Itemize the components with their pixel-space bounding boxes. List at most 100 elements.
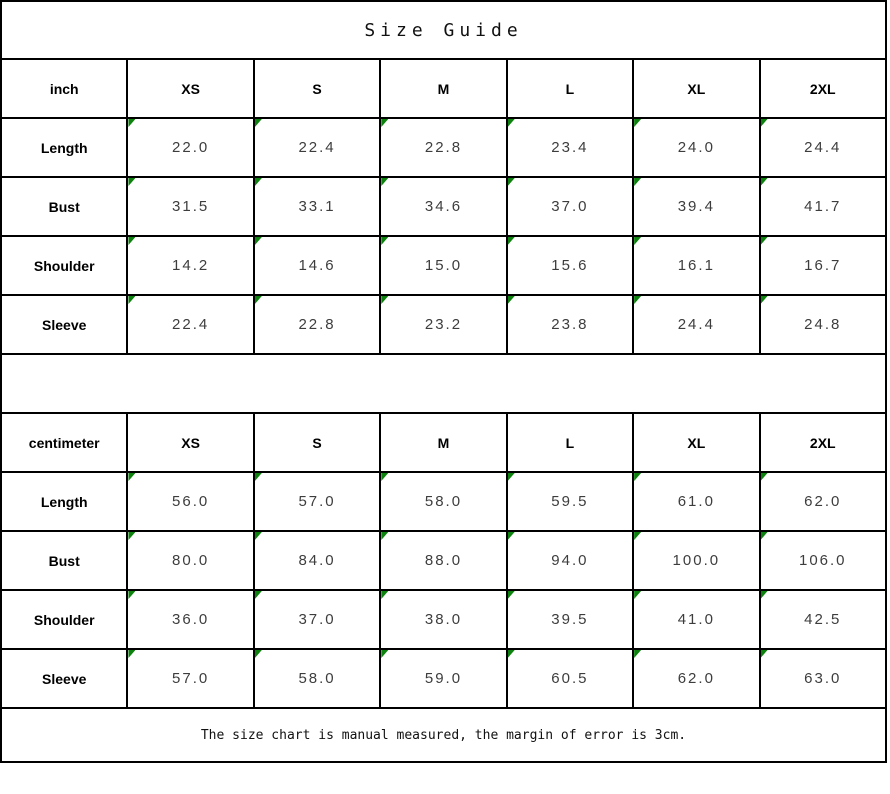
page-title: Size Guide <box>0 0 887 60</box>
size-header-m: M <box>379 412 508 473</box>
measurement-cell-text: 84.0 <box>298 552 336 569</box>
unit-label-inch: inch <box>0 58 129 119</box>
unit-label-centimeter: centimeter <box>0 412 129 473</box>
footer-note-text: The size chart is manual measured, the m… <box>200 727 687 743</box>
measurement-cell: 59.0 <box>379 648 508 709</box>
measurement-cell: 39.4 <box>632 176 761 237</box>
cell-corner-marker-icon <box>761 297 768 304</box>
row-label-sleeve-text: Sleeve <box>42 670 87 687</box>
measurement-cell-text: 106.0 <box>798 552 847 569</box>
measurement-cell: 34.6 <box>379 176 508 237</box>
measurement-cell: 22.0 <box>126 117 255 178</box>
table-spacer <box>0 353 887 414</box>
measurement-cell-text: 15.0 <box>424 257 463 274</box>
measurement-cell: 24.4 <box>758 117 888 178</box>
row-label-bust-text: Bust <box>48 198 80 215</box>
footer-row: The size chart is manual measured, the m… <box>0 707 887 763</box>
measurement-cell-text: 22.0 <box>172 139 210 156</box>
cell-corner-marker-icon <box>761 474 768 481</box>
measurement-cell: 24.0 <box>632 117 761 178</box>
table-row: Shoulder 14.2 14.6 15.0 15.6 16.1 16.7 <box>0 235 888 296</box>
cell-corner-marker-icon <box>382 474 389 481</box>
measurement-cell: 24.8 <box>758 294 888 355</box>
spacer-row <box>0 353 887 414</box>
table-row: Bust 80.0 84.0 88.0 94.0 100.0 106.0 <box>0 530 888 591</box>
row-label-sleeve-text: Sleeve <box>42 316 87 333</box>
measurement-cell: 100.0 <box>632 530 761 591</box>
measurement-cell: 14.2 <box>126 235 255 296</box>
row-label-shoulder: Shoulder <box>0 589 129 650</box>
size-header-s: S <box>252 58 382 119</box>
measurement-cell: 84.0 <box>252 530 382 591</box>
cell-corner-marker-icon <box>635 533 642 540</box>
measurement-cell-text: 58.0 <box>424 493 463 510</box>
measurement-cell-text: 22.8 <box>298 316 336 333</box>
measurement-cell-text: 59.0 <box>424 670 463 687</box>
size-header-xl-text: XL <box>687 434 706 451</box>
row-label-length-text: Length <box>40 493 88 510</box>
measurement-cell-text: 56.0 <box>172 493 210 510</box>
table-row: Sleeve 57.0 58.0 59.0 60.5 62.0 63.0 <box>0 648 888 709</box>
row-label-sleeve: Sleeve <box>0 648 129 709</box>
row-label-bust: Bust <box>0 176 129 237</box>
measurement-cell: 88.0 <box>379 530 508 591</box>
row-label-bust: Bust <box>0 530 129 591</box>
measurement-cell-text: 36.0 <box>172 611 210 628</box>
row-label-shoulder-text: Shoulder <box>33 257 95 274</box>
size-header-l: L <box>505 58 635 119</box>
measurement-cell-text: 42.5 <box>804 611 842 628</box>
measurement-cell: 39.5 <box>505 589 635 650</box>
cell-corner-marker-icon <box>761 238 768 245</box>
measurement-cell-text: 31.5 <box>172 198 210 215</box>
cell-corner-marker-icon <box>382 120 389 127</box>
size-header-xs-text: XS <box>181 434 200 451</box>
measurement-cell: 60.5 <box>505 648 635 709</box>
row-label-length-text: Length <box>40 139 88 156</box>
measurement-cell: 31.5 <box>126 176 255 237</box>
measurement-cell: 23.2 <box>379 294 508 355</box>
cell-corner-marker-icon <box>761 533 768 540</box>
size-header-s: S <box>252 412 382 473</box>
size-header-l-text: L <box>565 434 575 451</box>
measurement-cell: 37.0 <box>252 589 382 650</box>
measurement-cell: 37.0 <box>505 176 635 237</box>
row-label-shoulder: Shoulder <box>0 235 129 296</box>
cell-corner-marker-icon <box>255 297 262 304</box>
measurement-cell-text: 22.4 <box>172 316 210 333</box>
cell-corner-marker-icon <box>129 592 136 599</box>
cell-corner-marker-icon <box>508 120 515 127</box>
cell-corner-marker-icon <box>761 179 768 186</box>
cell-corner-marker-icon <box>761 592 768 599</box>
header-row-inch: inch XS S M L XL 2XL <box>0 58 888 119</box>
cell-corner-marker-icon <box>382 533 389 540</box>
cell-corner-marker-icon <box>129 238 136 245</box>
measurement-cell-text: 34.6 <box>424 198 463 215</box>
row-label-shoulder-text: Shoulder <box>33 611 95 628</box>
measurement-cell-text: 80.0 <box>172 552 210 569</box>
measurement-cell-text: 23.2 <box>424 316 463 333</box>
size-header-l-text: L <box>565 80 575 97</box>
measurement-cell: 59.5 <box>505 471 635 532</box>
size-header-xs: XS <box>126 58 255 119</box>
cell-corner-marker-icon <box>255 120 262 127</box>
cell-corner-marker-icon <box>382 179 389 186</box>
unit-label-inch-text: inch <box>49 80 79 97</box>
measurement-cell: 23.4 <box>505 117 635 178</box>
row-label-length: Length <box>0 117 129 178</box>
measurement-cell: 15.0 <box>379 235 508 296</box>
measurement-cell: 41.0 <box>632 589 761 650</box>
size-header-m-text: M <box>437 80 450 97</box>
unit-label-centimeter-text: centimeter <box>28 434 100 451</box>
measurement-cell-text: 59.5 <box>551 493 589 510</box>
measurement-cell-text: 23.4 <box>551 139 589 156</box>
measurement-cell-text: 15.6 <box>551 257 589 274</box>
measurement-cell-text: 37.0 <box>551 198 589 215</box>
measurement-cell: 57.0 <box>126 648 255 709</box>
size-header-s-text: S <box>312 80 322 97</box>
measurement-cell-text: 22.8 <box>424 139 463 156</box>
size-header-m: M <box>379 58 508 119</box>
measurement-cell: 56.0 <box>126 471 255 532</box>
row-label-bust-text: Bust <box>48 552 80 569</box>
table-row: Shoulder 36.0 37.0 38.0 39.5 41.0 42.5 <box>0 589 888 650</box>
measurement-cell: 16.1 <box>632 235 761 296</box>
